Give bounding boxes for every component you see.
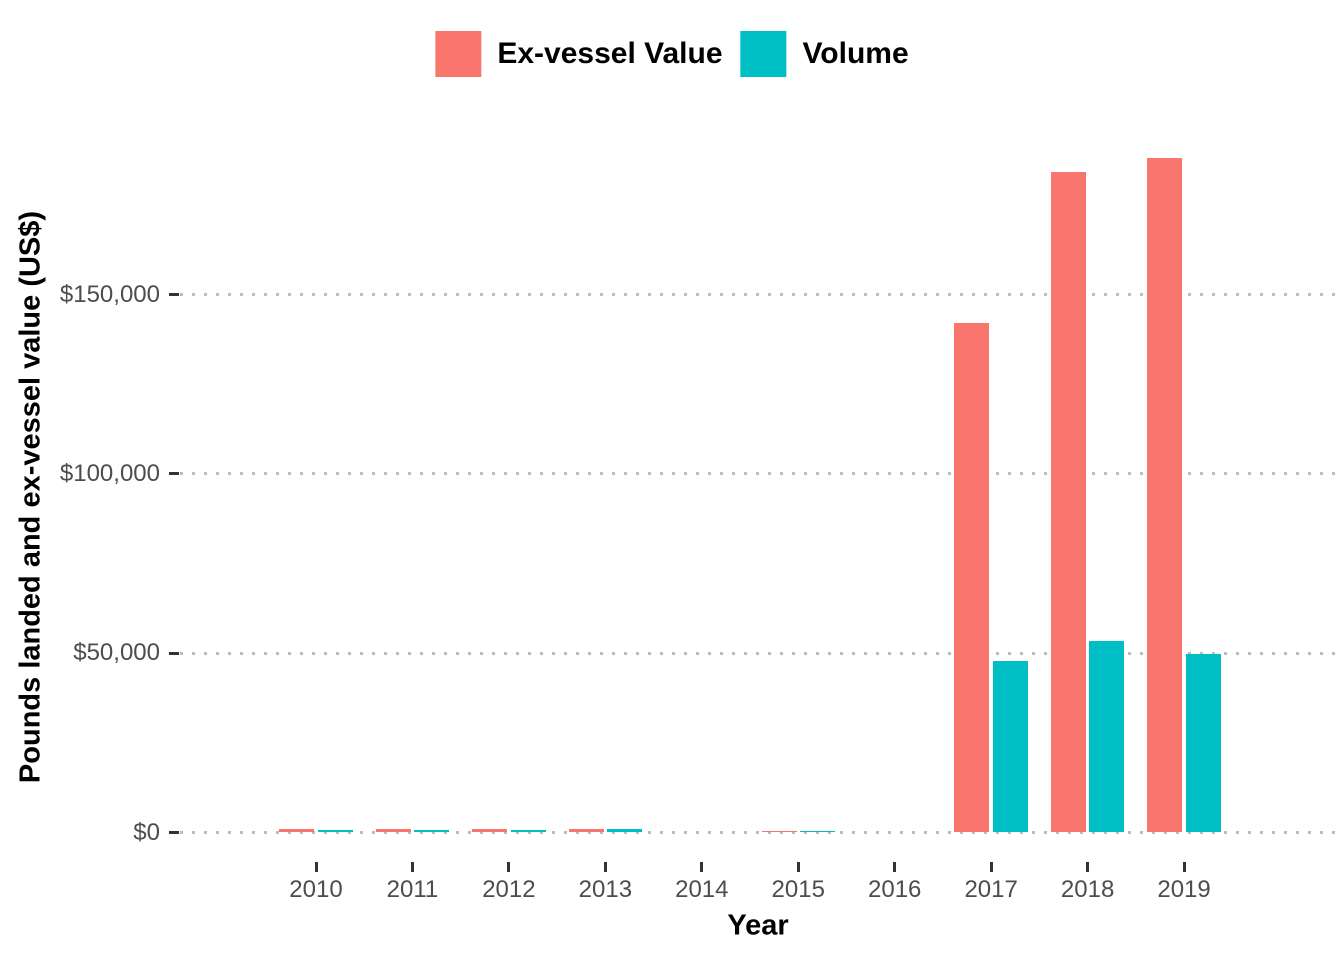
x-tick-label: 2017 <box>964 876 1018 903</box>
x-tick-label: 2018 <box>1060 876 1115 903</box>
y-tick-label: $100,000 <box>59 459 160 487</box>
x-axis-tick <box>796 862 800 872</box>
x-axis-tick <box>603 862 607 872</box>
x-tick-label: 2014 <box>675 876 729 903</box>
x-axis-tick <box>700 862 704 872</box>
x-axis-tick <box>1182 862 1186 872</box>
bar <box>607 829 643 833</box>
bar <box>568 828 604 833</box>
x-axis-tick <box>893 862 897 872</box>
x-tick-label: 2012 <box>482 876 536 903</box>
gridline <box>180 651 1336 655</box>
y-axis-tick <box>169 472 179 476</box>
gridline <box>180 831 1336 834</box>
x-tick-label: 2016 <box>867 876 922 903</box>
bar <box>1147 157 1183 833</box>
bar <box>1185 653 1221 833</box>
x-axis-tick <box>1086 862 1090 872</box>
gridline <box>180 293 1336 297</box>
x-axis-tick <box>507 862 511 872</box>
x-tick-label: 2010 <box>289 876 343 903</box>
bar <box>800 831 835 833</box>
x-axis-tick <box>989 862 993 872</box>
x-axis-title: Year <box>727 909 789 942</box>
y-tick-label: $150,000 <box>59 280 160 308</box>
y-axis-tick <box>169 831 179 834</box>
bar <box>992 661 1028 833</box>
legend-label: Ex-vessel Value <box>497 37 723 70</box>
legend-label: Volume <box>802 37 909 70</box>
x-tick-label: 2015 <box>771 876 825 903</box>
x-axis-tick <box>314 862 318 872</box>
bar <box>472 829 508 833</box>
y-axis-tick <box>169 293 179 297</box>
bar <box>510 829 546 833</box>
legend-item: Ex-vessel Value <box>435 31 723 77</box>
bar <box>375 829 411 833</box>
bar <box>954 323 990 833</box>
x-tick-label: 2019 <box>1157 876 1211 903</box>
y-tick-label: $0 <box>133 818 160 846</box>
legend: Ex-vessel Value Volume <box>435 31 909 77</box>
plot-panel <box>180 115 1336 862</box>
x-tick-label: 2013 <box>578 876 633 903</box>
bar <box>1050 171 1086 833</box>
bar <box>761 830 797 833</box>
legend-swatch-icon <box>740 31 787 77</box>
y-tick-label: $50,000 <box>73 639 160 667</box>
gridline <box>180 472 1336 476</box>
x-tick-label: 2011 <box>386 876 439 903</box>
bar <box>414 829 450 833</box>
bar <box>1089 641 1125 833</box>
bar <box>317 829 353 833</box>
legend-item: Volume <box>740 31 909 77</box>
x-axis-tick <box>410 862 414 872</box>
bar <box>279 829 315 833</box>
legend-swatch-icon <box>435 31 482 77</box>
y-axis-tick <box>169 651 179 655</box>
